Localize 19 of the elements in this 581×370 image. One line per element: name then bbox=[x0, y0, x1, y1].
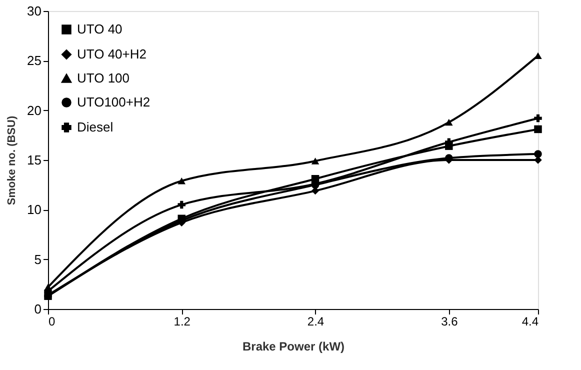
y-tick-label: 5 bbox=[34, 252, 42, 267]
x-axis-title: Brake Power (kW) bbox=[242, 340, 345, 354]
x-tick-label: 2.4 bbox=[307, 314, 324, 328]
legend-label: UTO 40+H2 bbox=[77, 46, 146, 62]
legend-label: UTO 100 bbox=[77, 70, 130, 86]
y-tick-label: 15 bbox=[27, 152, 42, 168]
legend-label: UTO 40 bbox=[77, 22, 122, 36]
x-tick-label: 4.4 bbox=[522, 314, 539, 328]
y-axis-title: Smoke no. (BSU) bbox=[6, 116, 18, 206]
y-tick-label: 30 bbox=[27, 4, 42, 18]
x-tick-label: 0 bbox=[48, 314, 56, 328]
y-tick-label: 25 bbox=[27, 53, 42, 68]
legend-label: Diesel bbox=[77, 120, 114, 134]
legend-label: UTO100+H2 bbox=[77, 94, 150, 110]
y-tick-label: 0 bbox=[34, 302, 42, 316]
x-tick-label: 1.2 bbox=[174, 314, 191, 328]
x-tick-label: 3.6 bbox=[441, 314, 458, 328]
y-tick-label: 20 bbox=[27, 102, 42, 118]
y-tick-label: 10 bbox=[27, 202, 42, 218]
